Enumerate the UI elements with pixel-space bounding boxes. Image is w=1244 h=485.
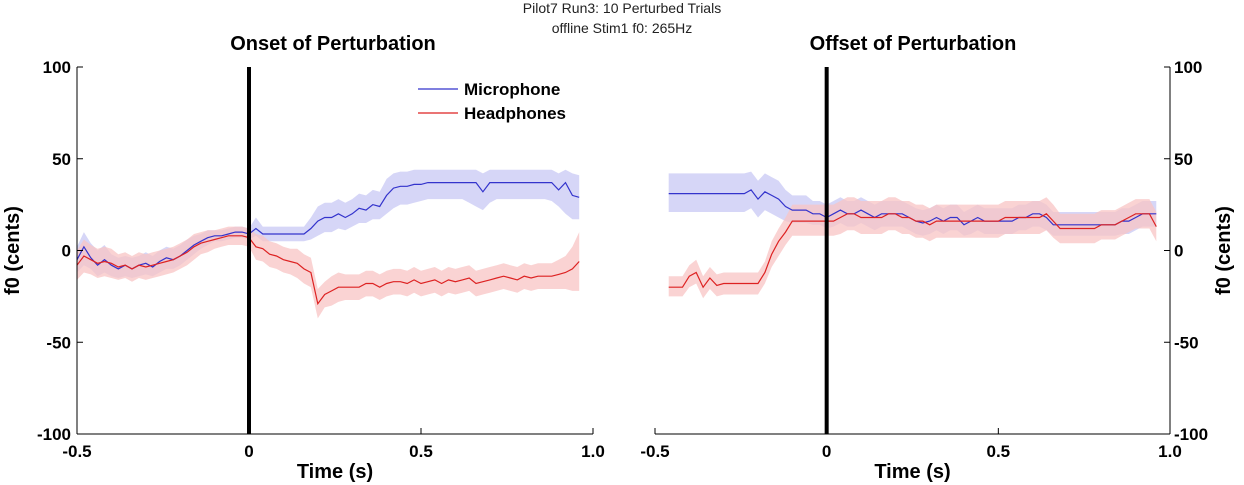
offset-panel-title: Offset of Perturbation [810,33,1017,55]
offset-x-tick-label: -0.5 [640,442,669,461]
onset-x-tick-label: 1.0 [581,442,605,461]
offset-y-tick-label: 50 [1174,150,1193,169]
offset-y-tick-label: 0 [1174,242,1183,261]
offset-y-tick-label: -50 [1174,333,1199,352]
onset-y-tick-label: 50 [52,150,71,169]
offset-y-axis-label: f0 (cents) [1213,206,1235,295]
onset-panel-title: Onset of Perturbation [230,33,436,55]
onset-y-tick-label: 100 [43,58,71,77]
offset-headphones-line [668,213,1157,289]
offset-y-tick-label: -100 [1174,425,1208,444]
offset-x-tick-label: 0.5 [987,442,1011,461]
onset-headphones-band [77,226,580,319]
onset-y-axis-label: f0 (cents) [2,206,24,295]
offset-headphones-band [668,197,1157,299]
offset-x-tick-label: 1.0 [1158,442,1182,461]
onset-y-tick-label: 0 [62,242,71,261]
onset-microphone-band [77,169,580,278]
onset-x-axis-label: Time (s) [297,461,373,483]
legend-headphones-label: Headphones [464,104,566,123]
onset-x-tick-label: -0.5 [62,442,91,461]
onset-y-tick-label: -50 [46,333,71,352]
figure-title-line2: offline Stim1 f0: 265Hz [551,20,693,36]
onset-microphone-line [76,181,580,270]
onset-headphones-line [76,235,580,306]
legend-microphone-label: Microphone [464,80,560,99]
onset-panel: Onset of Perturbation -0.5 0 0.5 1.0 100 50 0 -5… [2,33,605,483]
offset-x-tick-label: 0 [822,442,831,461]
figure-title-line1: Pilot7 Run3: 10 Perturbed Trials [522,0,722,16]
offset-panel: Offset of Perturbation -0.5 0 0.5 1.0 100 50 0 -… [640,33,1235,483]
onset-y-tick-label: -100 [37,425,71,444]
offset-y-tick-label: 100 [1174,58,1202,77]
offset-x-axis-label: Time (s) [874,461,950,483]
onset-x-tick-label: 0 [244,442,253,461]
onset-x-tick-label: 0.5 [409,442,433,461]
